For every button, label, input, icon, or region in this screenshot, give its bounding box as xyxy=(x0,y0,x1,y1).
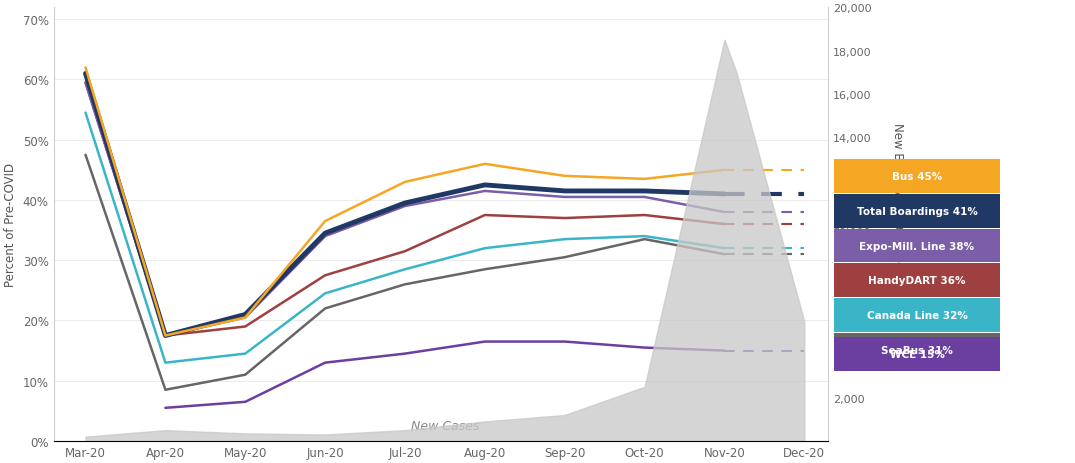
Text: Canada Line 32%: Canada Line 32% xyxy=(866,311,968,320)
Text: Bus 45%: Bus 45% xyxy=(892,172,942,181)
Y-axis label: Percent of Pre-COVID: Percent of Pre-COVID xyxy=(4,163,17,287)
Text: WCE 15%: WCE 15% xyxy=(889,349,945,359)
Text: HandyDART 36%: HandyDART 36% xyxy=(869,276,965,286)
Text: New Cases: New Cases xyxy=(411,419,479,432)
Y-axis label: New BC COVID-19 Cases (BC CDC): New BC COVID-19 Cases (BC CDC) xyxy=(891,123,904,326)
Text: Total Boardings 41%: Total Boardings 41% xyxy=(857,206,977,216)
Text: Expo-Mill. Line 38%: Expo-Mill. Line 38% xyxy=(859,241,975,251)
Text: SeaBus 31%: SeaBus 31% xyxy=(882,345,952,355)
